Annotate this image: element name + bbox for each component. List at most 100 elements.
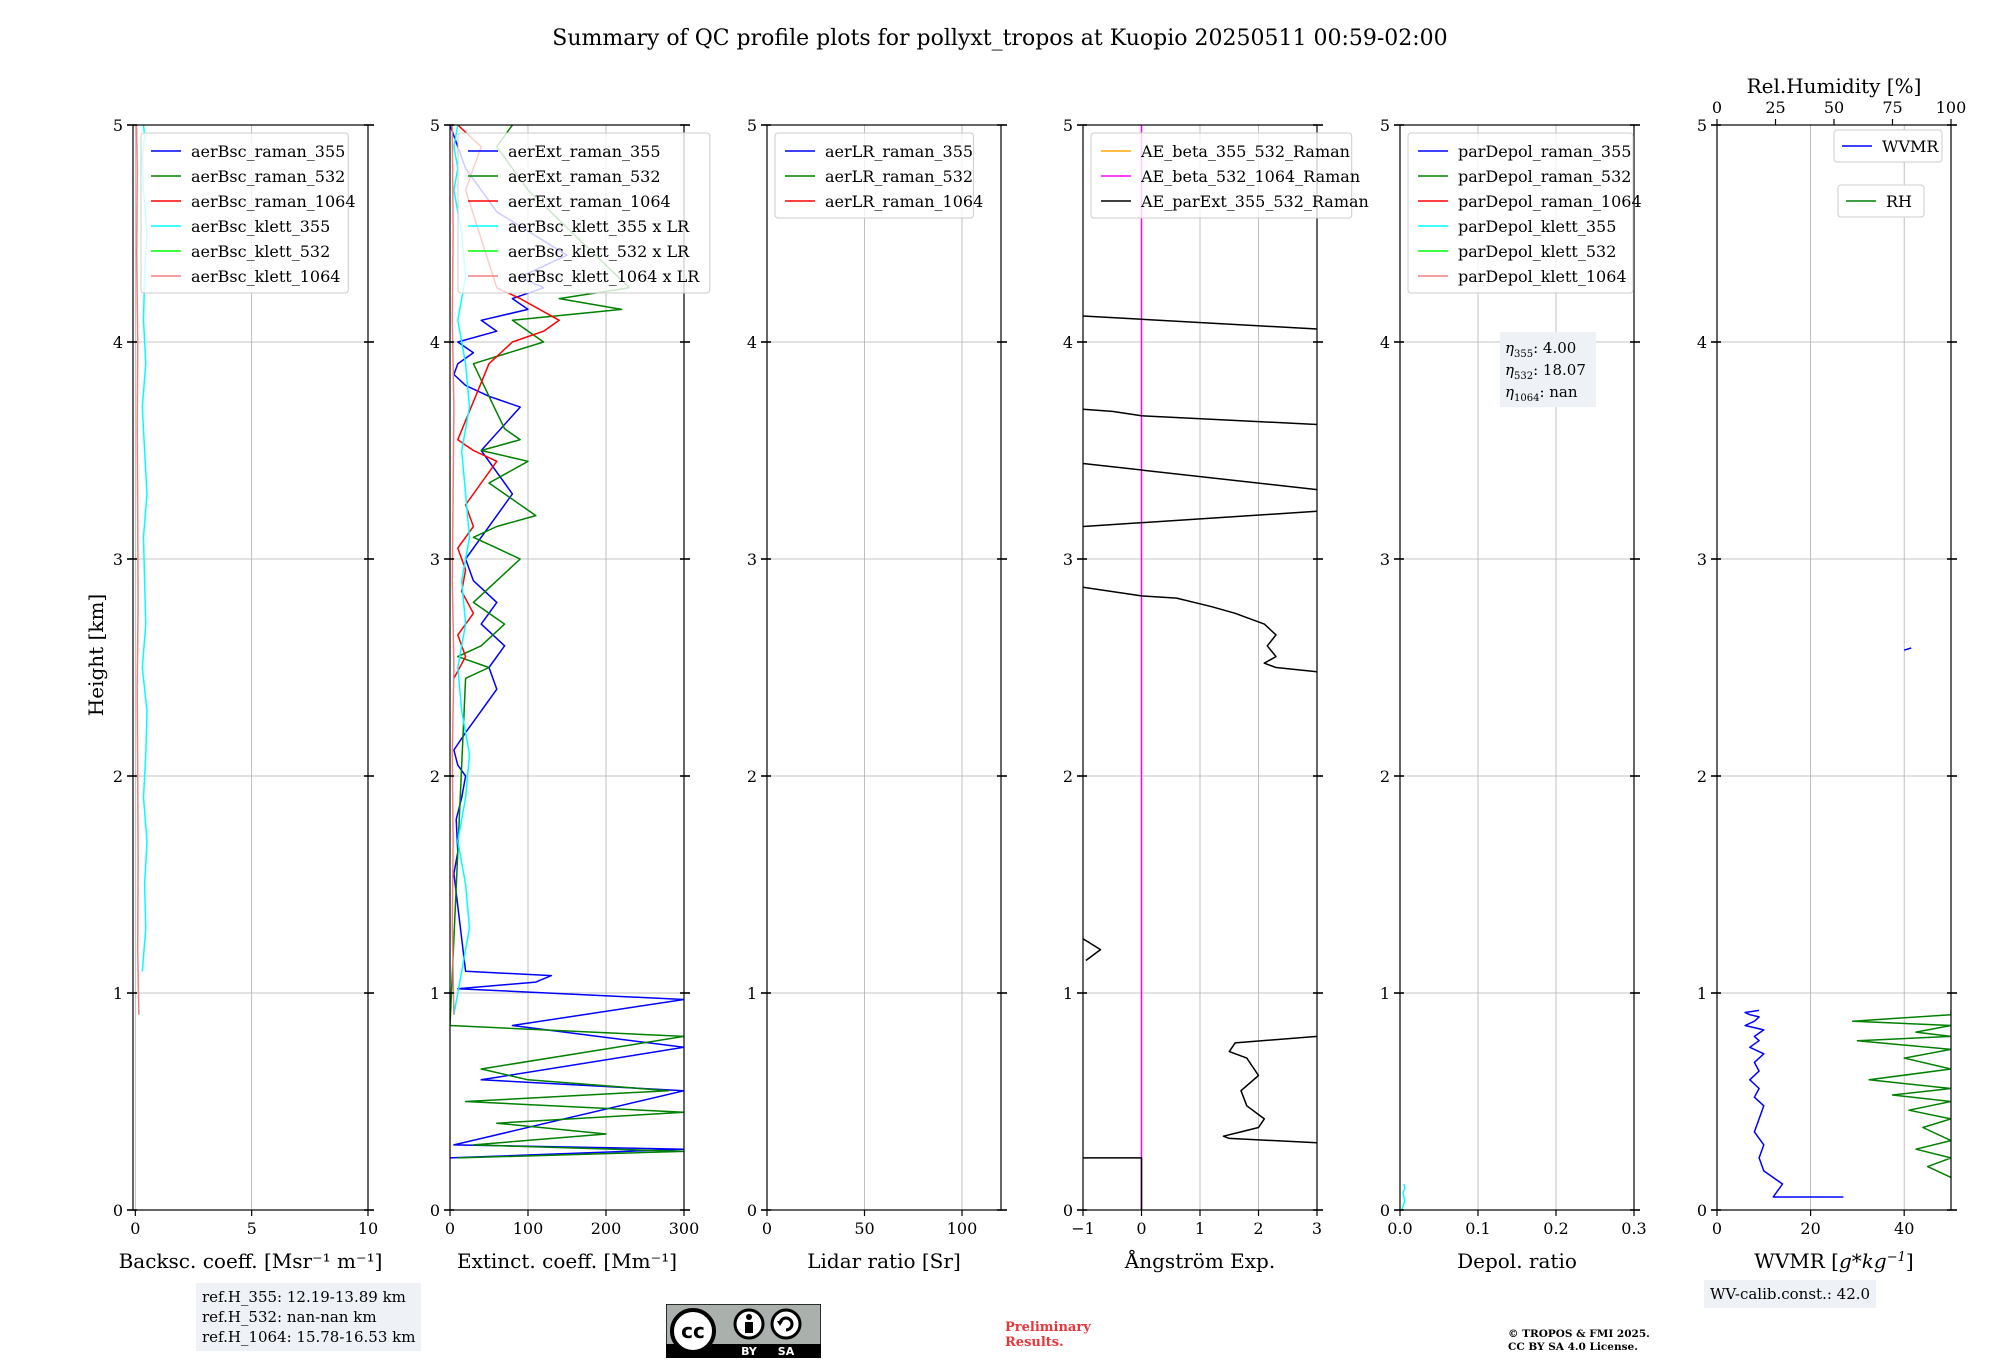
y-tick-label: 1	[1697, 984, 1707, 1003]
legend-label: aerBsc_raman_355	[191, 142, 345, 161]
x-axis-label: WVMR [g*kg−1]	[1754, 1249, 1913, 1273]
legend-label: aerBsc_klett_1064 x LR	[508, 267, 700, 286]
x-tick-label: 200	[591, 1219, 622, 1238]
y-tick-label: 1	[430, 984, 440, 1003]
preliminary-line-1: Preliminary	[1005, 1320, 1091, 1335]
y-tick-label: 1	[113, 984, 123, 1003]
panel-2: 0 100 200 300 0 1 2 3 4 5 Extinct. coeff. [Mm⁻¹] ae…	[430, 116, 711, 1273]
y-tick-label: 3	[113, 550, 123, 569]
x-tick-label: 0.3	[1621, 1219, 1646, 1238]
y-tick-label: 3	[1380, 550, 1390, 569]
series-line	[1400, 1183, 1406, 1210]
legend-label: parDepol_klett_355	[1458, 217, 1616, 236]
series-line	[1083, 408, 1317, 426]
data-layer	[1400, 1183, 1406, 1210]
annotation-box	[1500, 332, 1596, 407]
y-tick-label: 0	[113, 1201, 123, 1220]
y-tick-label: 0	[747, 1201, 757, 1220]
legend-label: parDepol_raman_1064	[1458, 192, 1642, 211]
legend: aerExt_raman_355 aerExt_raman_532 aerExt_r…	[457, 132, 711, 294]
preliminary-line-2: Results.	[1005, 1335, 1064, 1350]
data-layer	[1083, 125, 1317, 1210]
wv-calibration-box: WV-calib.const.: 42.0	[1704, 1280, 1877, 1308]
cc-sa-label: SA	[778, 1345, 795, 1358]
y-tick-label: 1	[1063, 984, 1073, 1003]
legend-label: aerExt_raman_1064	[508, 192, 671, 211]
legend-label: parDepol_raman_355	[1458, 142, 1631, 161]
legend-label: aerBsc_klett_355	[191, 217, 330, 236]
x-tick-label: 20	[1800, 1219, 1820, 1238]
y-tick-label: 0	[1063, 1201, 1073, 1220]
x-tick-label: 0	[1136, 1219, 1146, 1238]
y-tick-label: 3	[430, 550, 440, 569]
x-axis-label: Extinct. coeff. [Mm⁻¹]	[457, 1249, 677, 1273]
legend-label: aerBsc_raman_532	[191, 167, 345, 186]
legend-box	[457, 132, 711, 294]
top-x-tick-label: 0	[1712, 98, 1722, 117]
y-tick-label: 3	[1063, 550, 1073, 569]
x-axis-label: Lidar ratio [Sr]	[807, 1249, 961, 1273]
series-line	[1903, 647, 1912, 651]
x-tick-label: 0	[762, 1219, 772, 1238]
y-tick-label: 3	[1697, 550, 1707, 569]
x-tick-label: 0	[445, 1219, 455, 1238]
y-tick-label: 5	[430, 116, 440, 135]
y-tick-label: 1	[747, 984, 757, 1003]
y-tick-label: 4	[1063, 333, 1073, 352]
series-line	[450, 125, 684, 1159]
legend-label: WVMR	[1882, 137, 1939, 156]
copyright-line-1: © TROPOS & FMI 2025.	[1508, 1328, 1650, 1340]
y-tick-label: 2	[113, 767, 123, 786]
legend: aerLR_raman_355 aerLR_raman_532 aerLR_rama…	[774, 132, 983, 219]
x-tick-label: 100	[513, 1219, 544, 1238]
legend: RH	[1837, 184, 1925, 218]
eta-355: η355: 4.00	[1505, 339, 1576, 360]
y-axis-label: Height [km]	[84, 594, 108, 716]
y-tick-label: 2	[1063, 767, 1073, 786]
axes-frame	[132, 124, 369, 1211]
y-tick-label: 4	[1697, 333, 1707, 352]
legend-label: aerExt_raman_355	[508, 142, 661, 161]
legend: aerBsc_raman_355 aerBsc_raman_532 aerBsc_r…	[140, 132, 356, 294]
ref-height-355: ref.H_355: 12.19-13.89 km	[202, 1288, 406, 1306]
panel-3: 0 50 100 0 1 2 3 4 5 Lidar ratio [Sr] aerLR_raman_…	[747, 116, 1007, 1273]
y-tick-label: 5	[1380, 116, 1390, 135]
cc-by-sa-badge: cc BY SA	[666, 1304, 821, 1358]
series-line	[1083, 1157, 1143, 1210]
axes-frame	[1399, 124, 1635, 1211]
legend-box	[1407, 132, 1634, 294]
y-tick-label: 1	[1380, 984, 1390, 1003]
x-axis-label: Ångström Exp.	[1124, 1248, 1275, 1273]
reference-height-box: ref.H_355: 12.19-13.89 km ref.H_532: nan…	[196, 1283, 422, 1351]
series-line	[1083, 462, 1317, 491]
copyright-note: © TROPOS & FMI 2025. CC BY SA 4.0 Licens…	[1508, 1328, 1650, 1354]
legend: parDepol_raman_355 parDepol_raman_532 parD…	[1407, 132, 1642, 294]
series-line	[1083, 510, 1317, 528]
legend-box	[1090, 132, 1353, 219]
preliminary-note: Preliminary Results.	[1005, 1320, 1091, 1350]
y-tick-label: 5	[747, 116, 757, 135]
cc-icon	[670, 1308, 716, 1354]
legend-box	[140, 132, 349, 294]
legend-label: aerBsc_klett_532	[191, 242, 330, 261]
axes-frame	[449, 124, 685, 1211]
x-axis-label: Depol. ratio	[1457, 1249, 1577, 1273]
legend-label: aerBsc_klett_355 x LR	[508, 217, 690, 236]
legend-label: aerExt_raman_532	[508, 167, 661, 186]
legend-label: aerLR_raman_355	[825, 142, 973, 161]
top-x-tick-label: 25	[1765, 98, 1785, 117]
series-line	[1083, 586, 1317, 673]
x-tick-label: 0	[1712, 1219, 1722, 1238]
x-tick-label: 40	[1894, 1219, 1914, 1238]
series-line	[451, 125, 455, 1015]
x-tick-label: 100	[947, 1219, 978, 1238]
top-x-tick-label: 50	[1824, 98, 1844, 117]
series-line	[1083, 315, 1317, 330]
x-axis-label: Backsc. coeff. [Msr⁻¹ m⁻¹]	[119, 1249, 383, 1273]
y-tick-label: 5	[1063, 116, 1073, 135]
ref-height-532: ref.H_532: nan-nan km	[202, 1308, 377, 1326]
x-tick-label: 3	[1312, 1219, 1322, 1238]
top-x-axis-label: Rel.Humidity [%]	[1747, 74, 1922, 98]
legend-label: parDepol_klett_532	[1458, 242, 1616, 261]
